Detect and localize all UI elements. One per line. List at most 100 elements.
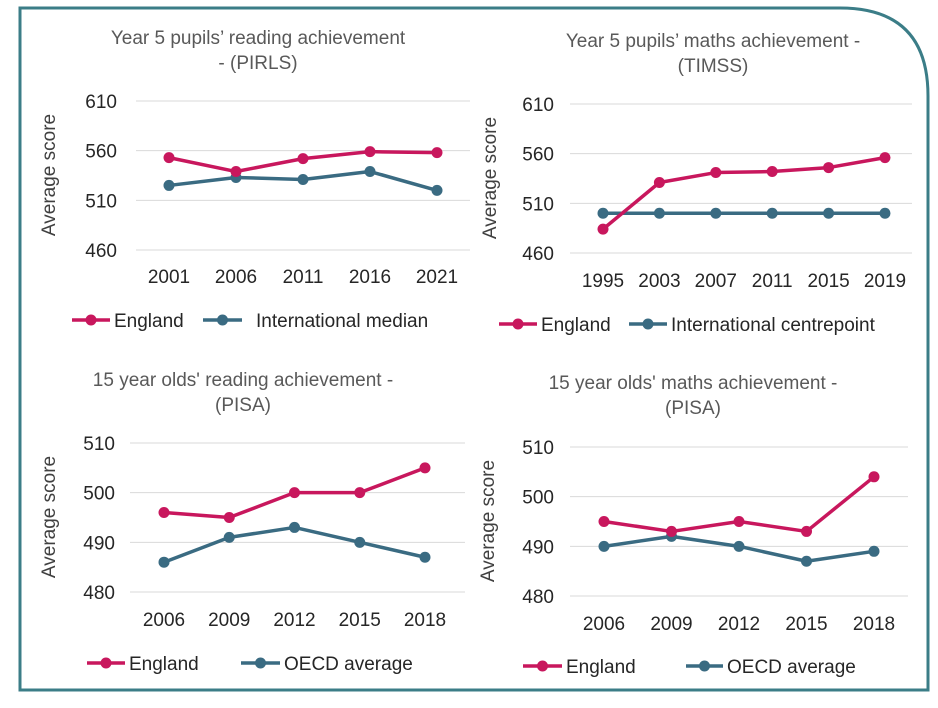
y-axis-label: Average score bbox=[39, 456, 60, 578]
data-point-comparison bbox=[289, 521, 300, 533]
y-axis-label: Average score bbox=[39, 114, 60, 236]
data-point-england bbox=[297, 153, 309, 165]
chart-title-line: 15 year olds' reading achievement - bbox=[93, 370, 393, 391]
x-tick-label: 2012 bbox=[718, 614, 760, 635]
chart-title-line: Year 5 pupils’ maths achievement - bbox=[566, 31, 860, 52]
x-tick-label: 2006 bbox=[143, 610, 185, 631]
data-point-england bbox=[868, 471, 880, 483]
data-point-england bbox=[598, 516, 610, 527]
data-point-comparison bbox=[801, 555, 812, 567]
data-point-comparison bbox=[868, 545, 880, 557]
data-point-england bbox=[163, 152, 175, 164]
y-tick-label: 510 bbox=[83, 434, 115, 455]
data-point-comparison bbox=[354, 536, 366, 548]
x-tick-label: 2016 bbox=[349, 267, 391, 288]
data-point-comparison bbox=[364, 166, 376, 178]
legend-swatch-marker bbox=[537, 660, 548, 672]
x-tick-label: 2015 bbox=[785, 614, 827, 635]
x-tick-label: 2009 bbox=[650, 614, 692, 635]
y-tick-label: 480 bbox=[522, 587, 554, 608]
data-point-england bbox=[354, 487, 366, 499]
data-point-england bbox=[879, 152, 891, 164]
x-tick-label: 2007 bbox=[695, 271, 737, 292]
chart-3: 15 year olds' reading achievement - (PISA… bbox=[39, 370, 465, 675]
data-point-comparison bbox=[419, 551, 431, 563]
y-tick-label: 500 bbox=[522, 488, 554, 509]
legend-swatch-marker bbox=[255, 657, 266, 669]
data-point-england bbox=[733, 516, 745, 527]
y-tick-label: 510 bbox=[85, 191, 117, 212]
legend-label: England bbox=[129, 654, 199, 675]
x-tick-label: 2021 bbox=[416, 267, 458, 288]
x-tick-label: 2006 bbox=[583, 614, 625, 635]
data-point-england bbox=[597, 223, 609, 235]
x-tick-label: 2012 bbox=[273, 610, 315, 631]
legend-swatch-marker bbox=[699, 660, 710, 672]
data-point-england bbox=[158, 507, 170, 519]
legend-label: England bbox=[114, 311, 184, 332]
data-point-comparison bbox=[597, 207, 609, 219]
data-point-england bbox=[289, 487, 300, 499]
data-point-comparison bbox=[297, 173, 309, 185]
legend-swatch-marker bbox=[217, 314, 228, 326]
legend-swatch-marker bbox=[100, 657, 112, 669]
x-tick-label: 2001 bbox=[148, 267, 190, 288]
y-axis-label: Average score bbox=[478, 460, 499, 582]
y-tick-label: 610 bbox=[522, 95, 554, 116]
chart-title-line: (PISA) bbox=[215, 395, 271, 416]
x-tick-label: 2018 bbox=[404, 610, 446, 631]
chart-2: Year 5 pupils’ maths achievement - (TIMSS… bbox=[480, 31, 912, 336]
legend-label: International median bbox=[256, 311, 428, 332]
data-point-comparison bbox=[823, 207, 835, 219]
legend-label: OECD average bbox=[284, 654, 413, 675]
chart-title-line: (PISA) bbox=[665, 398, 721, 419]
y-tick-label: 610 bbox=[85, 92, 117, 113]
x-tick-label: 2011 bbox=[283, 267, 324, 288]
legend-label: England bbox=[541, 315, 611, 336]
chart-title-line: - (PIRLS) bbox=[218, 53, 297, 74]
y-tick-label: 510 bbox=[522, 194, 554, 215]
data-point-comparison bbox=[653, 207, 665, 219]
data-point-comparison bbox=[710, 207, 722, 219]
y-tick-label: 560 bbox=[85, 142, 117, 163]
y-axis-label: Average score bbox=[480, 117, 501, 239]
x-tick-label: 2018 bbox=[853, 614, 895, 635]
data-point-comparison bbox=[223, 531, 235, 543]
data-point-england bbox=[823, 162, 835, 174]
data-point-comparison bbox=[879, 207, 891, 219]
legend-label: International centrepoint bbox=[671, 315, 876, 336]
data-point-england bbox=[223, 512, 235, 523]
data-point-england bbox=[364, 146, 376, 158]
legend-swatch-marker bbox=[512, 318, 524, 330]
series-line-england bbox=[601, 155, 886, 231]
x-tick-label: 2015 bbox=[339, 610, 381, 631]
chart-title-line: (TIMSS) bbox=[678, 56, 749, 77]
panel-border bbox=[18, 6, 930, 692]
x-tick-label: 2003 bbox=[638, 271, 680, 292]
x-tick-label: 2019 bbox=[864, 271, 906, 292]
x-tick-label: 1995 bbox=[582, 271, 624, 292]
data-point-comparison bbox=[431, 184, 443, 196]
y-tick-label: 500 bbox=[83, 484, 115, 505]
data-point-comparison bbox=[158, 556, 170, 568]
y-tick-label: 460 bbox=[85, 241, 117, 262]
x-tick-label: 2009 bbox=[208, 610, 250, 631]
y-tick-label: 560 bbox=[522, 145, 554, 166]
legend-swatch-marker bbox=[85, 314, 97, 326]
chart-title-line: 15 year olds' maths achievement - bbox=[549, 373, 838, 394]
x-tick-label: 2006 bbox=[215, 267, 257, 288]
chart-1: Year 5 pupils’ reading achievement - (PIR… bbox=[39, 28, 470, 332]
data-point-comparison bbox=[733, 540, 745, 552]
chart-title-line: Year 5 pupils’ reading achievement bbox=[111, 28, 406, 49]
data-point-comparison bbox=[766, 207, 778, 219]
y-tick-label: 490 bbox=[83, 533, 115, 554]
y-tick-label: 460 bbox=[522, 244, 554, 265]
legend-label: OECD average bbox=[727, 657, 856, 678]
x-tick-label: 2011 bbox=[752, 271, 793, 292]
y-tick-label: 510 bbox=[522, 438, 554, 459]
chart-4: 15 year olds' maths achievement - (PISA) 4… bbox=[478, 373, 908, 678]
x-tick-label: 2015 bbox=[807, 271, 849, 292]
data-point-england bbox=[419, 462, 431, 474]
data-point-england bbox=[766, 166, 778, 178]
